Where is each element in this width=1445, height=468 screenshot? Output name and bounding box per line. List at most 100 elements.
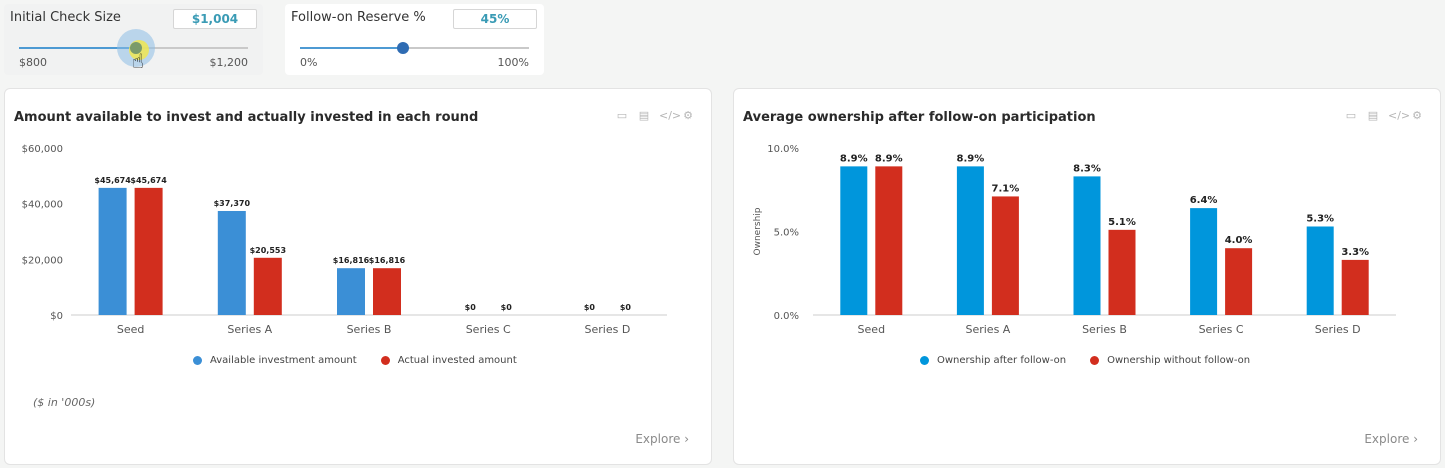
x-tick-label: Series C <box>1199 323 1244 336</box>
legend-label: Actual invested amount <box>397 355 517 366</box>
data-label: $16,816 <box>369 256 406 265</box>
invested-bar-chart: $0 $20,000 $40,000 $60,000 Seed $45,674 $45,67… <box>22 144 667 336</box>
panel-title: Amount available to invest and actually … <box>14 110 479 125</box>
follow-on-reserve-label: Follow-on Reserve % <box>291 10 426 25</box>
data-label: 8.9% <box>840 153 868 164</box>
legend-swatch <box>193 356 202 365</box>
x-tick-label: Seed <box>858 323 886 336</box>
follow-on-reserve-control: Follow-on Reserve % 45% 0% 100% <box>285 4 544 75</box>
y-tick-label: 0.0% <box>774 311 799 322</box>
gear-icon[interactable]: ⚙ <box>683 109 693 122</box>
slider-fill <box>19 47 136 49</box>
legend-label: Available investment amount <box>210 355 357 366</box>
slider-min-label: 0% <box>300 56 318 69</box>
data-label: $0 <box>465 303 477 312</box>
data-label: 5.3% <box>1306 213 1334 224</box>
y-tick-label: 5.0% <box>774 228 799 239</box>
slider-fill <box>300 47 404 49</box>
data-label: 8.9% <box>875 153 903 164</box>
legend-label: Ownership without follow-on <box>1107 355 1251 366</box>
legend-item-available[interactable]: Available investment amount <box>193 355 357 366</box>
bar-primary <box>840 166 868 315</box>
panel-toolbar: ▭ ▤ </> ⚙ <box>615 109 695 123</box>
data-label: $0 <box>584 303 596 312</box>
chart-legend: Available investment amount Actual inves… <box>193 355 517 366</box>
x-tick-label: Series C <box>466 323 511 336</box>
follow-on-reserve-slider[interactable] <box>300 42 529 54</box>
invested-per-round-panel: Amount available to invest and actually … <box>4 88 712 465</box>
slider-max-label: 100% <box>497 56 529 69</box>
gear-icon[interactable]: ⚙ <box>1412 109 1422 122</box>
initial-check-size-label: Initial Check Size <box>10 10 121 25</box>
save-icon[interactable]: ▭ <box>1345 109 1357 122</box>
bar-secondary <box>373 268 401 315</box>
data-label: 8.3% <box>1073 163 1101 174</box>
data-label: $16,816 <box>333 256 370 265</box>
bar-secondary <box>253 257 282 315</box>
ownership-panel: Average ownership after follow-on partic… <box>733 88 1441 465</box>
data-label: $0 <box>501 303 513 312</box>
bar-primary <box>1073 176 1101 315</box>
bar-secondary <box>1108 229 1136 315</box>
x-tick-label: Series A <box>227 323 272 336</box>
y-tick-label: 10.0% <box>767 144 799 155</box>
data-label: 3.3% <box>1341 247 1369 258</box>
data-label: $20,553 <box>250 246 286 255</box>
save-icon[interactable]: ▭ <box>616 109 628 122</box>
data-label: 7.1% <box>992 183 1020 194</box>
legend-item-actual[interactable]: Actual invested amount <box>380 355 517 366</box>
chart-legend: Ownership after follow-on Ownership with… <box>920 355 1250 366</box>
data-label: $37,370 <box>214 199 251 208</box>
ownership-bar-chart: 0.0% 5.0% 10.0% Ownership Seed 8.9% 8.9% Series… <box>753 144 1396 336</box>
slider-thumb[interactable] <box>397 42 410 54</box>
initial-check-size-input[interactable]: $1,004 <box>173 9 257 29</box>
slider-min-label: $800 <box>19 56 47 69</box>
bar-primary <box>956 166 984 315</box>
y-tick-label: $60,000 <box>22 144 63 155</box>
panel-toolbar: ▭ ▤ </> ⚙ <box>1344 109 1424 123</box>
bar-secondary <box>875 166 903 315</box>
explore-link[interactable]: Explore › <box>1364 432 1418 446</box>
hand-cursor-icon: ☝ <box>131 49 144 73</box>
y-tick-label: $0 <box>50 311 63 322</box>
legend-swatch <box>1090 356 1100 365</box>
y-axis-title: Ownership <box>753 207 763 255</box>
legend-item-after[interactable]: Ownership after follow-on <box>920 355 1066 366</box>
units-note: ($ in '000s) <box>33 396 96 409</box>
slider-max-label: $1,200 <box>209 56 249 69</box>
x-tick-label: Series D <box>1315 323 1361 336</box>
database-icon[interactable]: ▤ <box>1367 109 1379 122</box>
data-label: 6.4% <box>1190 195 1218 206</box>
bar-primary <box>98 187 127 315</box>
bar-secondary <box>134 187 163 315</box>
bar-primary <box>1306 226 1334 315</box>
data-label: $45,674 <box>130 176 167 185</box>
bar-secondary <box>991 196 1019 315</box>
slider-thumb[interactable] <box>129 42 142 54</box>
y-tick-label: $40,000 <box>22 200 63 211</box>
y-tick-label: $20,000 <box>22 255 63 266</box>
bar-primary <box>337 268 365 315</box>
bar-primary <box>1190 208 1218 315</box>
x-tick-label: Series A <box>965 323 1010 336</box>
x-tick-label: Series D <box>585 323 631 336</box>
bar-primary <box>217 210 246 315</box>
data-label: 8.9% <box>957 153 985 164</box>
follow-on-reserve-input[interactable]: 45% <box>453 9 537 29</box>
bar-secondary <box>1225 248 1253 315</box>
legend-swatch <box>920 356 929 365</box>
legend-item-without[interactable]: Ownership without follow-on <box>1090 355 1250 366</box>
bar-secondary <box>1341 259 1369 315</box>
initial-check-size-control: Initial Check Size $1,004 ☝ $800 $1,200 <box>4 4 263 75</box>
data-label: $45,674 <box>94 176 131 185</box>
data-label: 5.1% <box>1108 217 1136 228</box>
legend-label: Ownership after follow-on <box>937 355 1067 366</box>
x-tick-label: Series B <box>347 323 392 336</box>
explore-link[interactable]: Explore › <box>635 432 689 446</box>
data-label: $0 <box>620 303 632 312</box>
data-label: 4.0% <box>1225 235 1253 246</box>
initial-check-size-slider[interactable]: ☝ <box>19 29 248 73</box>
x-tick-label: Series B <box>1082 323 1127 336</box>
panel-title: Average ownership after follow-on partic… <box>743 110 1096 125</box>
database-icon[interactable]: ▤ <box>638 109 650 122</box>
